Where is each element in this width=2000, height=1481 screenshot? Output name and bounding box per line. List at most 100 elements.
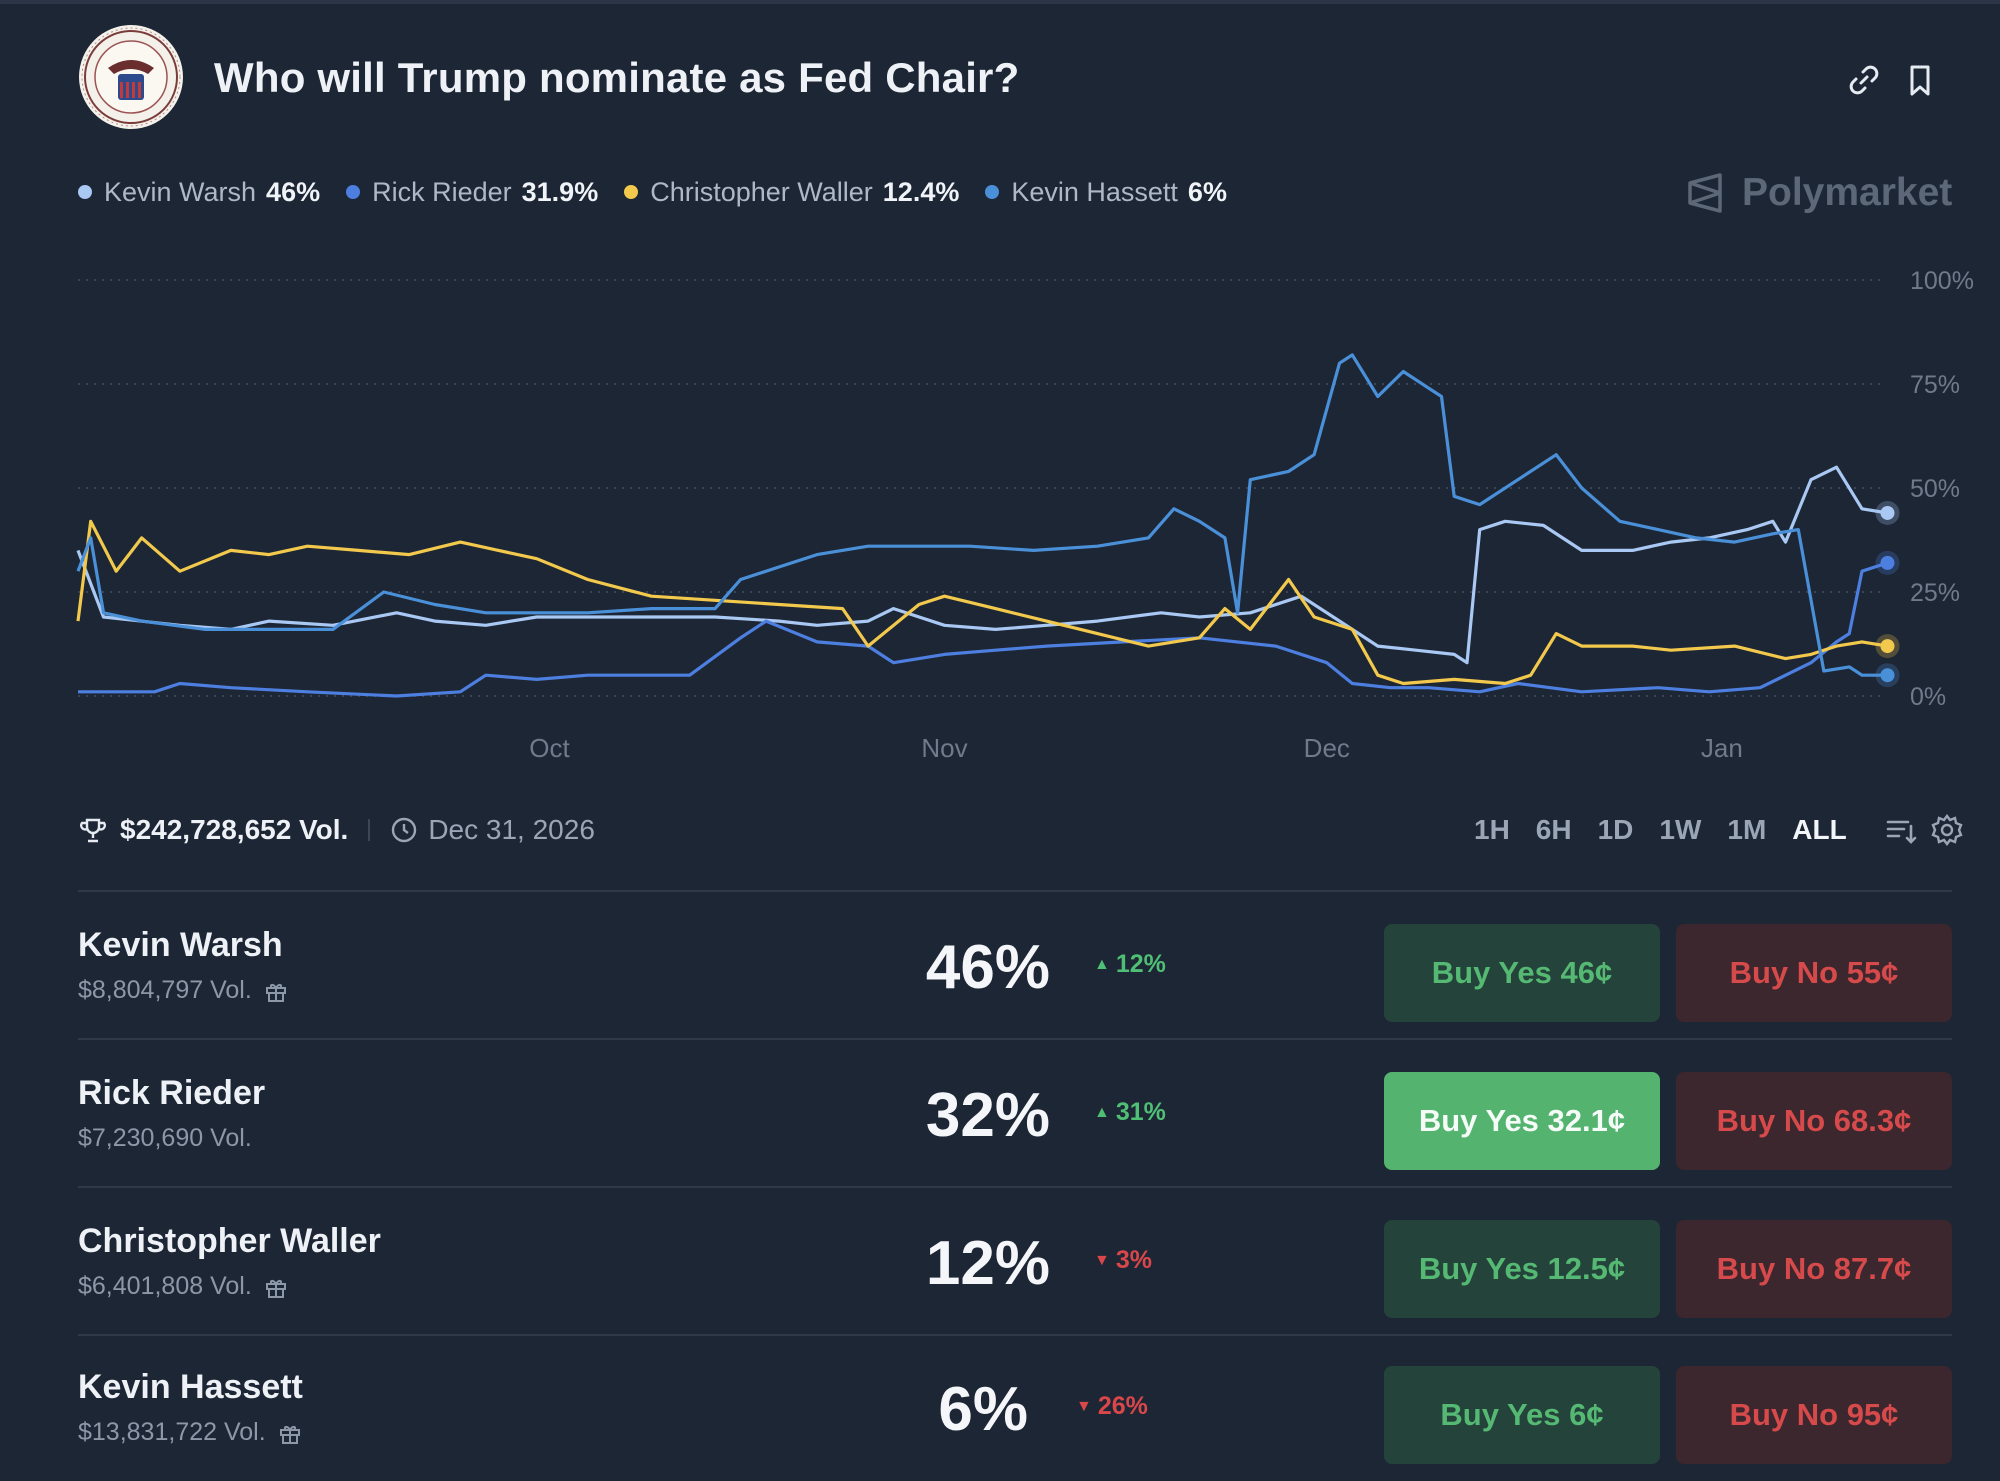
market-stats: $242,728,652 Vol. Dec 31, 2026 — [78, 808, 595, 852]
clock-icon — [392, 817, 417, 843]
link-icon[interactable] — [1844, 60, 1884, 100]
legend-name: Kevin Warsh — [104, 176, 257, 207]
gift-icon[interactable] — [278, 1421, 302, 1445]
legend-value: 46% — [266, 176, 321, 207]
legend-item-warsh: Kevin Warsh 46% — [78, 177, 320, 208]
market-row-warsh[interactable]: Kevin Warsh $8,804,797 Vol. 46% ▲ 12% Bu… — [78, 892, 1952, 1039]
stats-separator — [368, 819, 371, 841]
legend-name: Christopher Waller — [650, 176, 873, 207]
range-1w[interactable]: 1W — [1659, 814, 1702, 845]
arrow-up-icon: ▲ — [1094, 955, 1110, 973]
legend-dot — [985, 185, 1000, 199]
federal-reserve-seal-icon — [78, 24, 184, 130]
buy-no-button[interactable]: Buy No 87.7¢ — [1676, 1220, 1952, 1318]
x-tick-label: Oct — [529, 733, 570, 763]
legend-name: Kevin Hassett — [1011, 176, 1178, 207]
total-volume: $242,728,652 Vol. — [120, 814, 349, 845]
series-line — [76, 519, 1888, 686]
bookmark-icon[interactable] — [1900, 60, 1940, 100]
buy-no-button[interactable]: Buy No 55¢ — [1676, 924, 1952, 1022]
x-tick-label: Jan — [1701, 733, 1743, 763]
buy-yes-button[interactable]: Buy Yes 6¢ — [1384, 1366, 1660, 1464]
probability-change: ▼ 3% — [1094, 1246, 1152, 1275]
arrow-up-icon: ▲ — [1094, 1103, 1110, 1121]
series-end-dot — [1880, 555, 1895, 570]
y-tick-label: 0% — [1910, 683, 1946, 711]
candidate-probability: 46% — [925, 933, 1050, 1002]
candidate-volume: $6,401,808 Vol. — [78, 1272, 288, 1301]
probability-change: ▲ 31% — [1094, 1098, 1166, 1127]
range-all[interactable]: ALL — [1792, 814, 1847, 845]
legend-dot — [624, 185, 639, 199]
change-value: 12% — [1115, 950, 1166, 978]
brand-name: Polymarket — [1742, 171, 1953, 214]
legend-dot — [346, 185, 361, 199]
chart-legend: Kevin Warsh 46% Rick Rieder 31.9% Christ… — [78, 172, 1253, 212]
candidate-name: Kevin Hassett — [78, 1368, 303, 1406]
divider — [78, 1334, 1952, 1336]
series-end-dot — [1880, 505, 1895, 520]
candidate-probability: 12% — [925, 1229, 1050, 1298]
buy-yes-button[interactable]: Buy Yes 46¢ — [1384, 924, 1660, 1022]
range-1m[interactable]: 1M — [1727, 814, 1767, 845]
range-1h[interactable]: 1H — [1474, 814, 1510, 845]
legend-value: 6% — [1187, 176, 1227, 207]
candidate-name: Rick Rieder — [78, 1074, 266, 1112]
volume-text: $7,230,690 Vol. — [78, 1124, 252, 1152]
change-value: 3% — [1115, 1246, 1152, 1274]
legend-name: Rick Rieder — [372, 176, 512, 207]
candidate-name: Kevin Warsh — [78, 926, 283, 964]
divider — [78, 1038, 1952, 1040]
trophy-icon — [79, 818, 107, 843]
top-border — [0, 0, 2000, 4]
time-range-selector: 1H 6H 1D 1W 1M ALL — [1474, 808, 1965, 852]
probability-change: ▼ 26% — [1076, 1392, 1148, 1421]
series-line — [78, 561, 1888, 698]
gift-icon[interactable] — [264, 979, 288, 1003]
series-line — [76, 465, 1888, 665]
arrow-down-icon: ▼ — [1076, 1397, 1092, 1415]
divider — [78, 890, 1952, 892]
market-row-rieder[interactable]: Rick Rieder $7,230,690 Vol. 32% ▲ 31% Bu… — [78, 1040, 1952, 1187]
x-tick-label: Dec — [1304, 733, 1350, 763]
probability-change: ▲ 12% — [1094, 950, 1166, 979]
page-title: Who will Trump nominate as Fed Chair? — [214, 54, 1020, 101]
candidate-probability: 32% — [925, 1081, 1050, 1150]
market-header: Who will Trump nominate as Fed Chair? — [78, 24, 1948, 134]
buy-no-button[interactable]: Buy No 95¢ — [1676, 1366, 1952, 1464]
buy-yes-button[interactable]: Buy Yes 12.5¢ — [1384, 1220, 1660, 1318]
y-tick-label: 100% — [1910, 267, 1974, 295]
legend-item-rieder: Rick Rieder 31.9% — [346, 177, 598, 208]
polymarket-logo: Polymarket — [1684, 168, 1952, 218]
y-tick-label: 25% — [1910, 579, 1960, 607]
candidate-name: Christopher Waller — [78, 1222, 381, 1260]
legend-value: 12.4% — [882, 176, 960, 207]
candidate-volume: $8,804,797 Vol. — [78, 976, 288, 1005]
divider — [78, 1186, 1952, 1188]
end-date: Dec 31, 2026 — [428, 814, 595, 845]
volume-text: $13,831,722 Vol. — [78, 1418, 266, 1446]
candidate-volume: $13,831,722 Vol. — [78, 1418, 302, 1447]
y-tick-label: 50% — [1910, 475, 1960, 503]
filter-icon[interactable] — [1883, 812, 1919, 848]
gift-icon[interactable] — [264, 1275, 288, 1299]
market-row-hassett[interactable]: Kevin Hassett $13,831,722 Vol. 6% ▼ 26% … — [78, 1334, 1952, 1481]
buy-yes-button[interactable]: Buy Yes 32.1¢ — [1384, 1072, 1660, 1170]
range-6h[interactable]: 6H — [1535, 814, 1572, 845]
arrow-down-icon: ▼ — [1094, 1251, 1110, 1269]
buy-no-button[interactable]: Buy No 68.3¢ — [1676, 1072, 1952, 1170]
volume-text: $8,804,797 Vol. — [78, 976, 252, 1004]
legend-dot — [78, 185, 92, 199]
series-line — [76, 353, 1888, 677]
price-history-chart[interactable]: 100% 75% 50% 25% 0% Oct Nov Dec Jan — [0, 250, 2000, 780]
candidate-volume: $7,230,690 Vol. — [78, 1124, 252, 1153]
x-tick-label: Nov — [921, 733, 967, 763]
gear-icon[interactable] — [1929, 812, 1965, 848]
series-end-dot — [1880, 668, 1895, 683]
market-row-waller[interactable]: Christopher Waller $6,401,808 Vol. 12% ▼… — [78, 1188, 1952, 1335]
y-tick-label: 75% — [1910, 371, 1960, 399]
candidate-probability: 6% — [938, 1375, 1028, 1444]
range-1d[interactable]: 1D — [1597, 814, 1634, 845]
legend-item-hassett: Kevin Hassett 6% — [985, 177, 1227, 208]
legend-value: 31.9% — [521, 176, 599, 207]
